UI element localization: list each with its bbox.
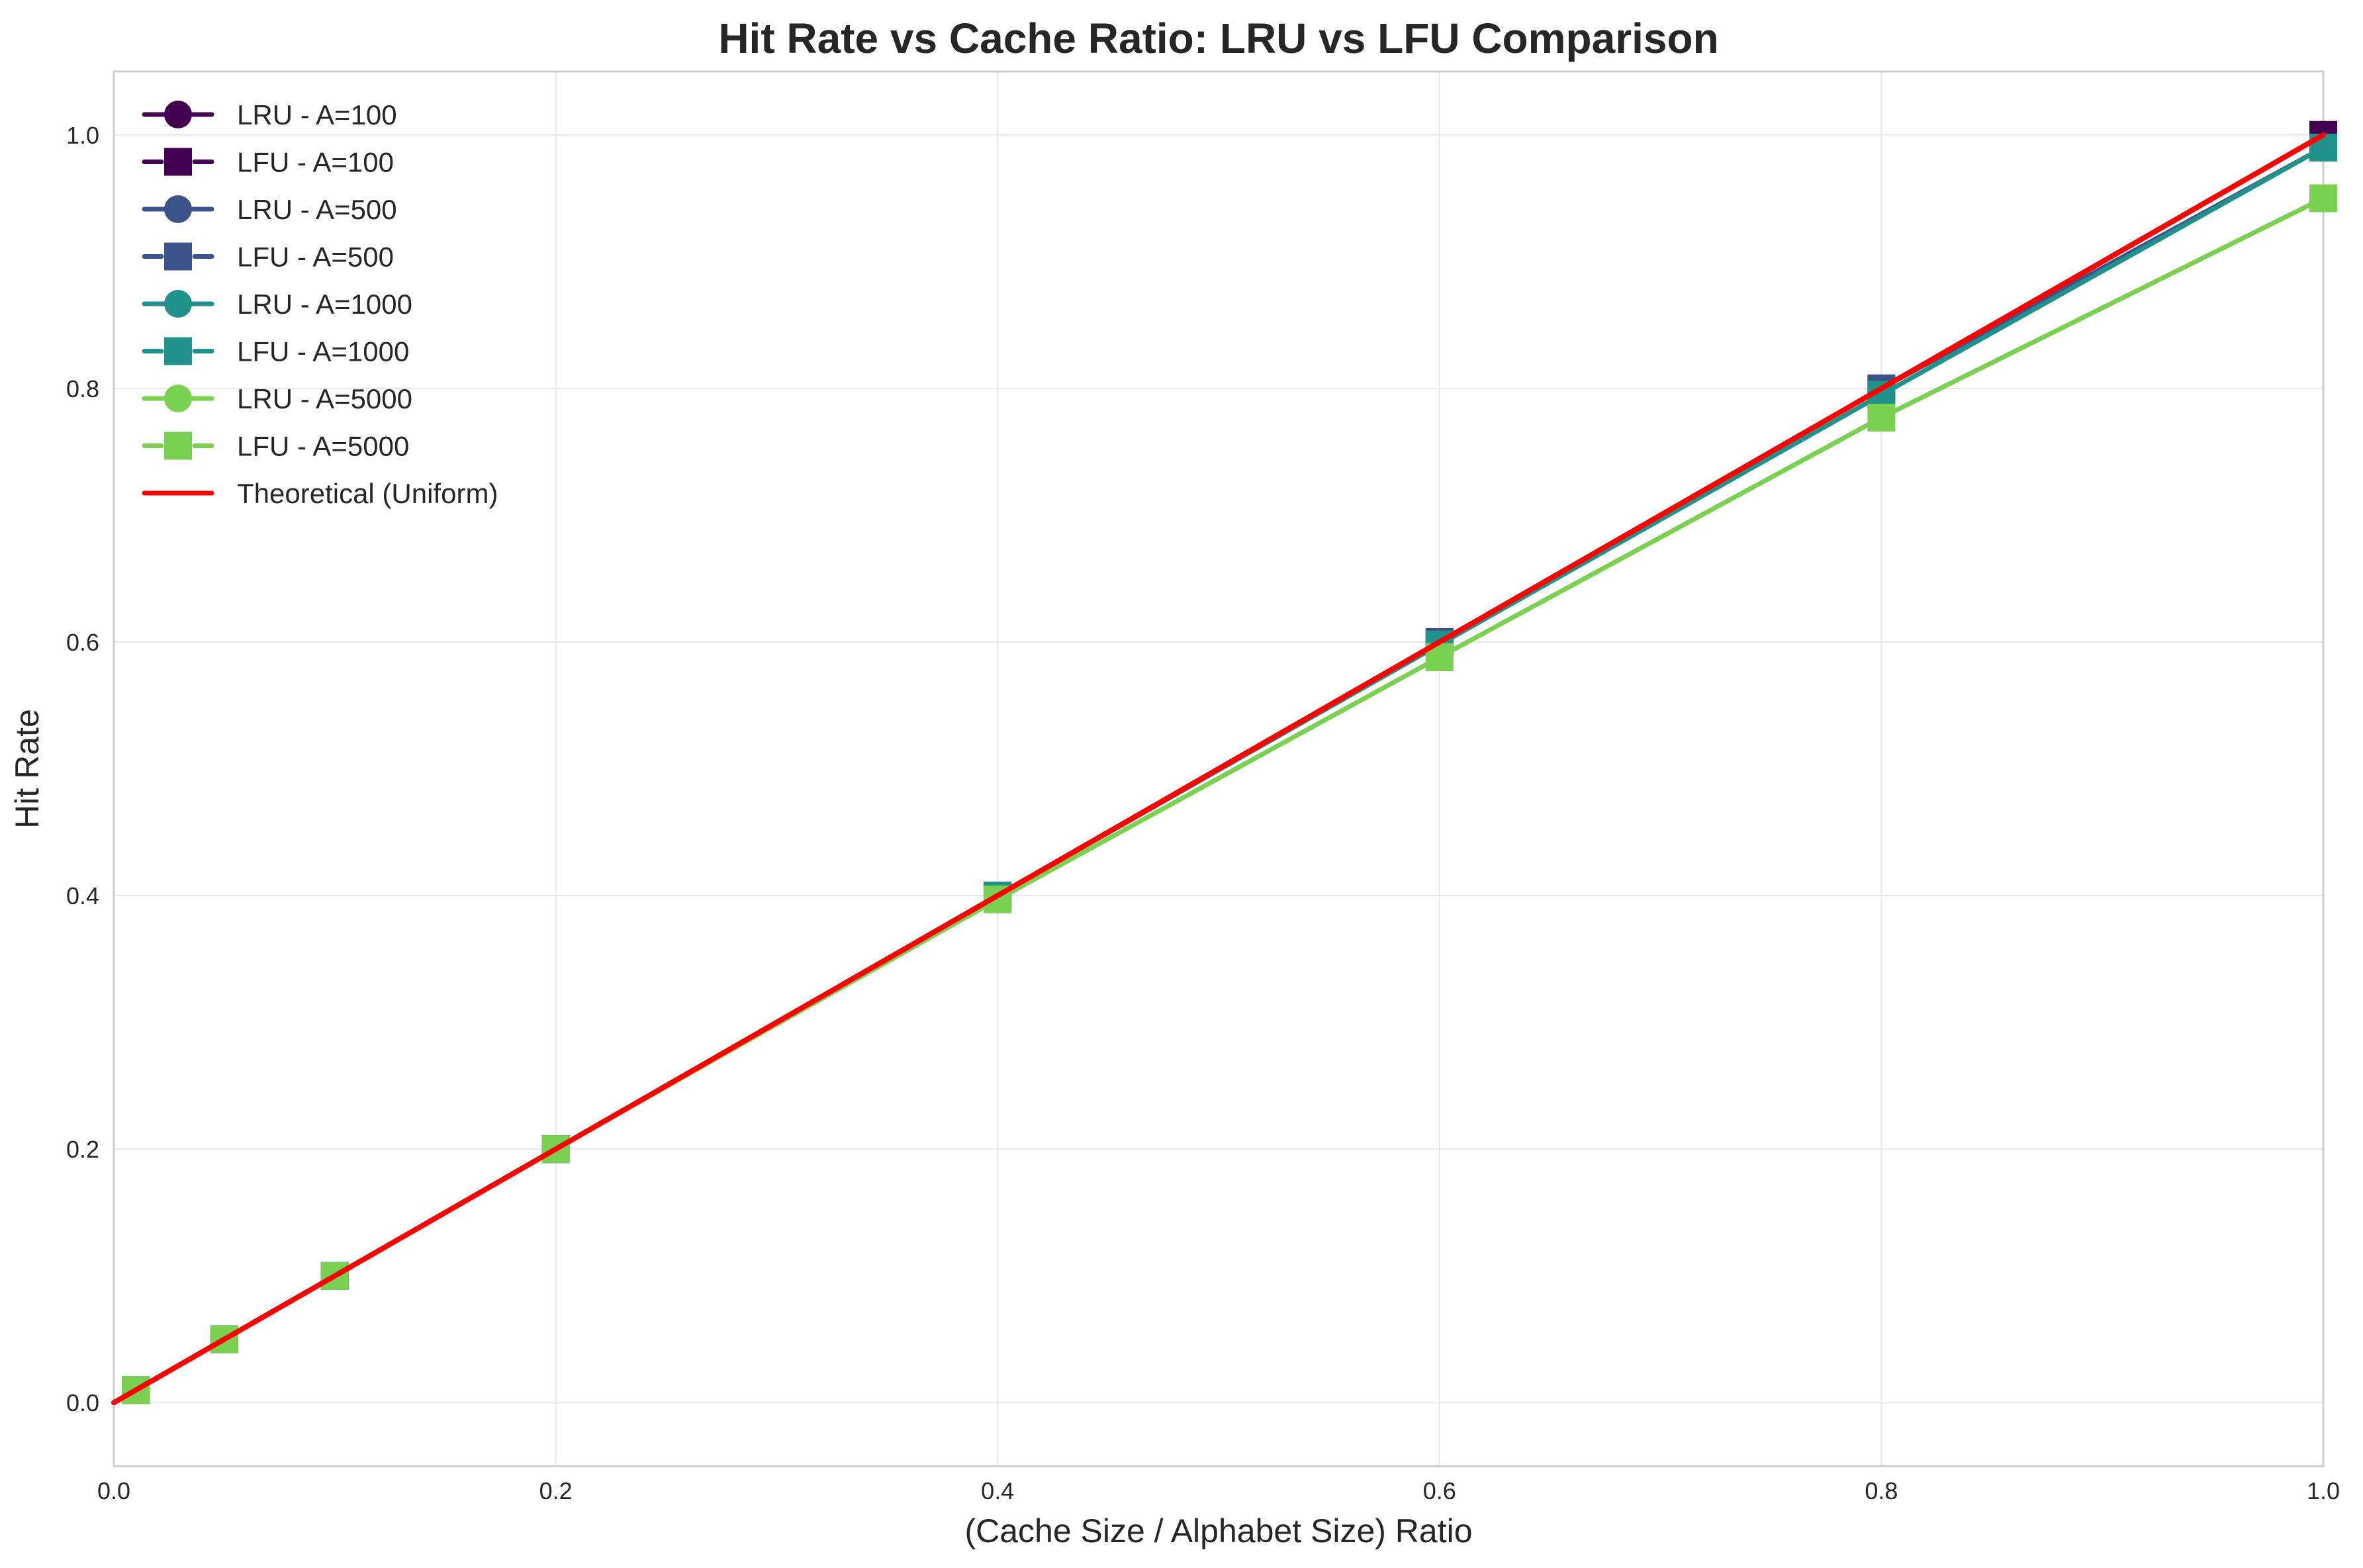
y-tick-label: 0.4 <box>66 882 99 909</box>
legend-item: LFU - A=5000 <box>142 431 409 462</box>
legend-label: LFU - A=100 <box>237 147 394 178</box>
legend-item: LFU - A=100 <box>142 147 394 178</box>
legend-item: Theoretical (Uniform) <box>142 478 498 509</box>
legend-label: Theoretical (Uniform) <box>237 478 498 509</box>
legend-marker <box>164 242 192 271</box>
y-tick-label: 0.0 <box>66 1389 99 1416</box>
legend-marker <box>164 337 192 365</box>
legend-marker <box>164 385 192 412</box>
legend-label: LFU - A=5000 <box>237 431 409 462</box>
x-tick-label: 0.6 <box>1423 1477 1456 1504</box>
y-axis-label: Hit Rate <box>9 709 46 829</box>
legend-label: LRU - A=500 <box>237 194 397 225</box>
legend-label: LFU - A=1000 <box>237 336 409 367</box>
tick-layer: 0.0 0.2 0.4 0.6 0.8 1.0 0.0 0.2 0.4 0.6 0.8 1.0 <box>66 122 2340 1504</box>
legend: LRU - A=100 LFU - A=100 LRU - A=500 LFU - A… <box>142 99 498 509</box>
series-layer <box>111 120 2337 1406</box>
reference-line <box>111 132 2326 1406</box>
legend-label: LRU - A=5000 <box>237 383 412 414</box>
legend-marker <box>164 148 192 176</box>
x-tick-label: 0.0 <box>97 1477 130 1504</box>
legend-label: LRU - A=100 <box>237 99 397 130</box>
y-tick-label: 1.0 <box>66 122 99 149</box>
x-tick-label: 1.0 <box>2307 1477 2340 1504</box>
legend-item: LRU - A=5000 <box>142 383 412 414</box>
legend-marker <box>164 290 192 318</box>
legend-label: LRU - A=1000 <box>237 289 412 320</box>
legend-item: LRU - A=500 <box>142 194 397 225</box>
legend-marker <box>164 195 192 223</box>
legend-item: LRU - A=1000 <box>142 289 412 320</box>
plot-frame <box>113 70 2325 1467</box>
legend-marker <box>164 101 192 128</box>
y-tick-label: 0.2 <box>66 1136 99 1163</box>
data-point-square <box>1867 403 1896 432</box>
legend-item: LFU - A=500 <box>142 242 394 273</box>
x-axis-label: (Cache Size / Alphabet Size) Ratio <box>964 1512 1472 1549</box>
legend-item: LFU - A=1000 <box>142 336 409 367</box>
data-point-square <box>2309 184 2337 212</box>
x-tick-label: 0.4 <box>981 1477 1014 1504</box>
legend-item: LRU - A=100 <box>142 99 397 130</box>
legend-marker <box>164 432 192 460</box>
x-tick-label: 0.2 <box>539 1477 573 1504</box>
y-tick-label: 0.8 <box>66 375 99 402</box>
legend-label: LFU - A=500 <box>237 242 394 273</box>
chart-title: Hit Rate vs Cache Ratio: LRU vs LFU Comp… <box>718 15 1718 62</box>
y-tick-label: 0.6 <box>66 629 99 656</box>
x-tick-label: 0.8 <box>1865 1477 1898 1504</box>
